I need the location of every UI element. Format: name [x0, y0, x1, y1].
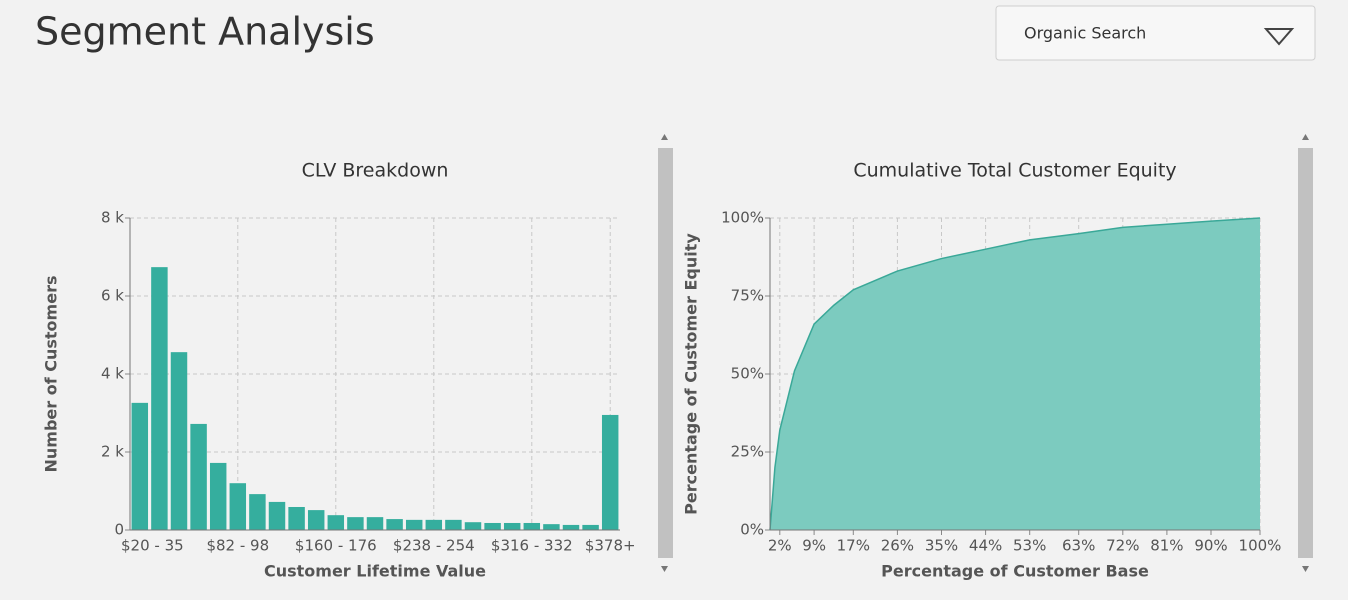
bar: [209, 462, 227, 530]
y-tick-label: 100%: [721, 209, 764, 227]
bar: [562, 524, 580, 530]
scroll-up[interactable]: [1302, 134, 1309, 140]
dropdown[interactable]: Organic Search: [995, 5, 1316, 61]
chart-title: CLV Breakdown: [302, 160, 449, 182]
area: [770, 218, 1260, 530]
x-tick-label: 72%: [1106, 537, 1139, 555]
bar: [405, 519, 423, 530]
bar: [249, 494, 266, 530]
x-tick-label: 9%: [802, 537, 826, 555]
dropdown-value[interactable]: Organic Search: [1024, 24, 1146, 43]
bar: [131, 402, 149, 530]
bar: [601, 414, 619, 530]
x-tick-label: 44%: [969, 537, 1002, 555]
scroll-up[interactable]: [661, 134, 668, 140]
chart-title: Cumulative Total Customer Equity: [853, 160, 1176, 182]
y-tick-label: 6 k: [101, 287, 124, 305]
bar: [151, 267, 168, 530]
y-tick-label: 4 k: [101, 365, 124, 383]
bar: [484, 522, 501, 530]
y-tick-label: 0%: [740, 521, 764, 539]
x-tick-label: 17%: [837, 537, 870, 555]
bar: [307, 510, 325, 530]
bar: [445, 519, 462, 530]
x-tick-label: 90%: [1194, 537, 1227, 555]
bar: [503, 522, 521, 530]
y-tick-label: 2 k: [101, 443, 124, 461]
y-axis-label: Percentage of Customer Equity: [682, 233, 701, 515]
x-tick-label: $378+: [585, 537, 636, 555]
bar: [288, 506, 305, 530]
bar: [170, 352, 188, 530]
y-tick-label: 25%: [731, 443, 764, 461]
x-tick-label: 35%: [925, 537, 958, 555]
x-tick-label: $238 - 254: [393, 537, 475, 555]
page-title: Segment Analysis: [35, 10, 375, 54]
x-tick-label: 53%: [1013, 537, 1046, 555]
bar: [190, 423, 207, 530]
x-axis-label: Percentage of Customer Base: [881, 562, 1149, 581]
y-tick-label: 75%: [731, 287, 764, 305]
y-tick-label: 8 k: [101, 209, 124, 227]
x-tick-label: $160 - 176: [295, 537, 377, 555]
bar: [543, 524, 560, 530]
scroll-thumb[interactable]: [658, 148, 673, 558]
scroll-thumb[interactable]: [1298, 148, 1313, 558]
bar: [366, 517, 384, 530]
bar: [327, 515, 345, 530]
x-tick-label: 2%: [768, 537, 792, 555]
y-tick-label: 50%: [731, 365, 764, 383]
bar: [386, 519, 403, 530]
bar: [582, 524, 599, 530]
x-tick-label: 100%: [1239, 537, 1282, 555]
scrollbar[interactable]: [658, 134, 673, 572]
x-tick-label: 81%: [1150, 537, 1183, 555]
x-tick-label: $316 - 332: [491, 537, 573, 555]
dropdown-arrow[interactable]: [1263, 28, 1295, 46]
bar: [425, 519, 443, 530]
x-tick-label: 26%: [881, 537, 914, 555]
bar: [229, 483, 247, 530]
x-tick-label: $20 - 35: [121, 537, 184, 555]
bar: [464, 522, 482, 530]
bar: [347, 517, 364, 530]
x-tick-label: 63%: [1062, 537, 1095, 555]
bar: [523, 522, 541, 530]
scrollbar[interactable]: [1298, 134, 1313, 572]
scroll-down[interactable]: [661, 566, 668, 572]
y-tick-label: 0: [114, 521, 124, 539]
bar: [268, 501, 286, 530]
y-axis-label: Number of Customers: [42, 276, 61, 473]
x-axis-label: Customer Lifetime Value: [264, 562, 486, 581]
x-tick-label: $82 - 98: [206, 537, 269, 555]
area-line: [769, 217, 1261, 531]
scroll-down[interactable]: [1302, 566, 1309, 572]
dropdown-box[interactable]: [995, 5, 1316, 61]
